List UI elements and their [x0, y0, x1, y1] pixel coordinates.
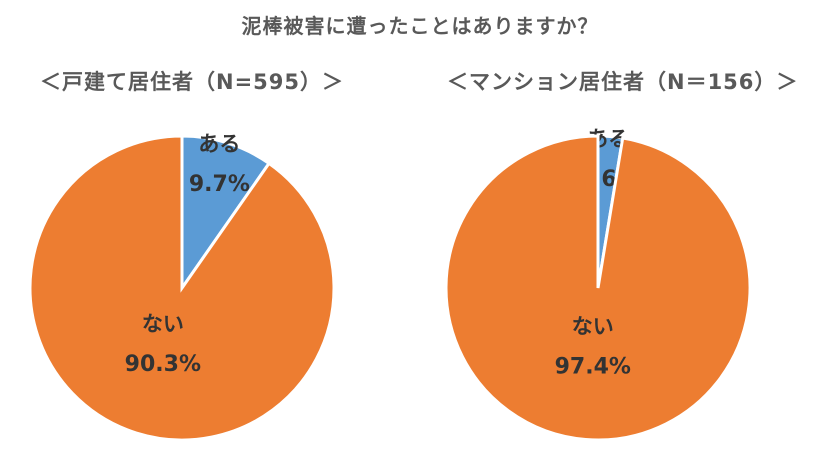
pie-slice-mansion-no: [444, 134, 752, 442]
pie-value-label-detached-no: 90.3%: [125, 352, 201, 377]
chart-main-title: 泥棒被害に遭ったことはありますか？: [241, 14, 599, 38]
pie-slice-detached-yes: [180, 134, 272, 293]
pie-slice-detached-no: [28, 134, 336, 442]
pie-title-detached: ＜戸建て居住者（N=595）＞: [40, 70, 345, 94]
pie-category-label-detached-no: ない: [142, 312, 184, 336]
pie-category-label-mansion-no: ない: [572, 315, 614, 339]
pie-value-label-mansion-no: 97.4%: [555, 355, 631, 380]
pie-category-label-detached-yes: ある: [198, 132, 240, 156]
pie-value-label-detached-yes: 9.7%: [189, 172, 250, 197]
pie-title-mansion: ＜マンション居住者（N＝156）＞: [447, 70, 799, 94]
